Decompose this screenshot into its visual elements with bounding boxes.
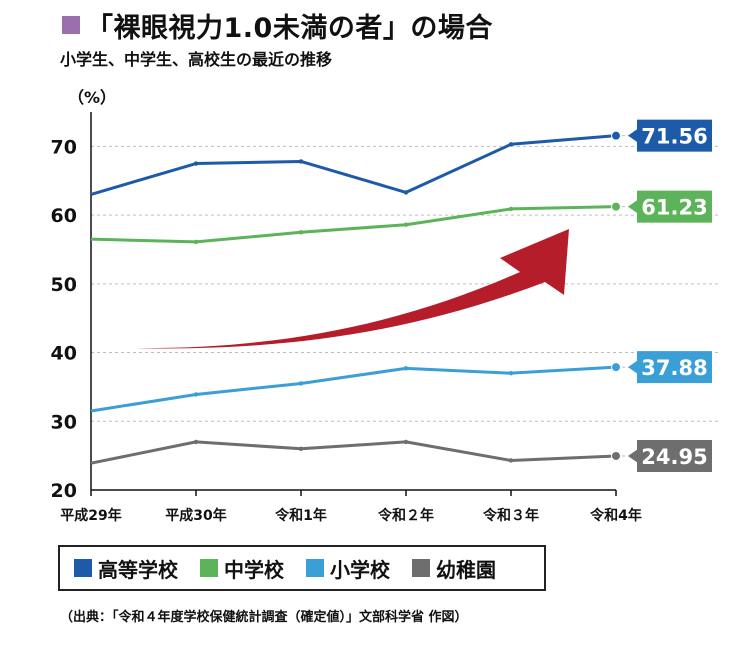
- line-chart: 20 30 40 50 60 70 平成29年 平成30年 令和1年 令和２年 令和３年 令和4年 71…: [51, 112, 720, 524]
- y-axis-unit: （%）: [68, 88, 117, 107]
- legend-swatch: [74, 559, 92, 577]
- x-tick-label: 令和4年: [589, 507, 642, 524]
- series-line: [90, 205, 617, 244]
- data-point: [298, 230, 304, 235]
- series-line: [90, 365, 617, 413]
- y-tick-label: 20: [51, 480, 77, 502]
- legend-label: 幼稚園: [436, 557, 496, 582]
- legend-item-elementary: 小学校: [306, 554, 390, 583]
- data-point: [193, 239, 199, 245]
- legend-label: 高等学校: [98, 557, 178, 582]
- data-point: [508, 458, 514, 463]
- end-point: [611, 362, 621, 373]
- data-point: [508, 370, 514, 376]
- y-tick-label: 40: [51, 343, 77, 365]
- label-pointer: [628, 128, 638, 143]
- data-point: [403, 366, 409, 371]
- x-tick-label: 令和３年: [482, 507, 539, 524]
- data-point: [403, 222, 409, 227]
- value-label-box: [637, 439, 712, 472]
- value-label: 71.56: [641, 125, 707, 149]
- title-row: 「裸眼視力1.0未満の者」の場合: [62, 8, 493, 44]
- y-tick-label: 60: [51, 205, 77, 227]
- end-point: [611, 450, 621, 461]
- y-tick-label: 50: [51, 274, 77, 296]
- data-point: [298, 446, 304, 451]
- label-pointer: [628, 448, 638, 463]
- data-point: [193, 392, 199, 397]
- data-point: [193, 439, 199, 445]
- legend-swatch: [306, 559, 324, 577]
- value-label: 24.95: [641, 445, 707, 469]
- data-point: [508, 142, 514, 147]
- legend-item-high-school: 高等学校: [74, 554, 178, 583]
- legend: 高等学校 中学校 小学校 幼稚園: [58, 545, 546, 591]
- x-tick-label: 平成29年: [60, 507, 121, 524]
- legend-label: 中学校: [224, 557, 284, 582]
- legend-swatch: [412, 559, 430, 577]
- value-label-box: [637, 351, 712, 384]
- series-line: [90, 134, 617, 196]
- value-label: 37.88: [641, 356, 707, 380]
- data-point: [298, 159, 304, 164]
- value-label-box: [637, 190, 712, 223]
- title-marker-square: [62, 16, 80, 34]
- chart-title: 「裸眼視力1.0未満の者」の場合: [86, 12, 493, 44]
- end-point: [611, 130, 621, 141]
- legend-item-kindergarten: 幼稚園: [412, 554, 496, 583]
- y-tick-label: 30: [51, 411, 77, 433]
- x-tick-label: 令和1年: [274, 507, 327, 524]
- legend-item-middle-school: 中学校: [200, 554, 284, 583]
- data-point: [193, 161, 199, 166]
- label-pointer: [628, 360, 638, 375]
- data-point: [298, 381, 304, 386]
- series-line: [90, 440, 617, 465]
- data-point: [403, 190, 409, 195]
- source-note: （出典：「令和４年度学校保健統計調査（確定値）」文部科学省 作図）: [60, 610, 468, 625]
- legend-label: 小学校: [330, 557, 390, 582]
- value-label: 61.23: [641, 196, 707, 220]
- x-tick-label: 平成30年: [165, 507, 226, 524]
- data-point: [508, 206, 514, 212]
- y-tick-label: 70: [51, 136, 77, 158]
- chart-subtitle: 小学生、中学生、高校生の最近の推移: [60, 50, 333, 69]
- label-pointer: [628, 199, 638, 214]
- x-tick-label: 令和２年: [377, 507, 434, 524]
- value-label-box: [637, 119, 712, 152]
- end-point: [611, 201, 621, 212]
- legend-swatch: [200, 559, 218, 577]
- trend-arrow: [128, 229, 569, 349]
- data-point: [403, 439, 409, 445]
